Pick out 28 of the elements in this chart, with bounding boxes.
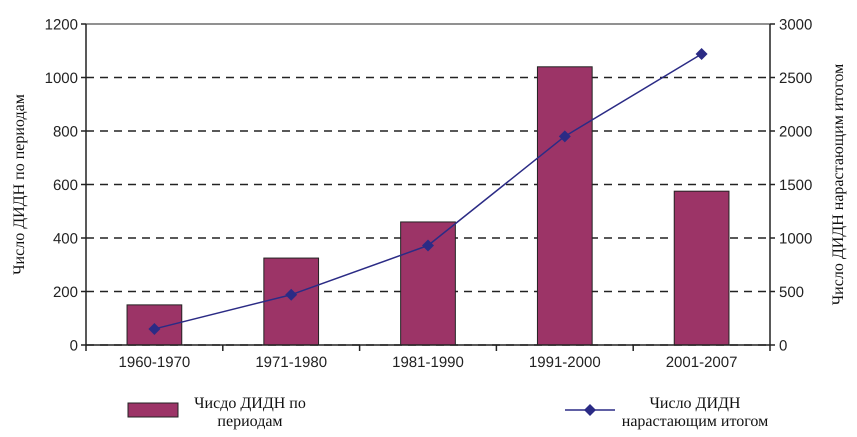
y-tick-label: 800 — [52, 123, 78, 140]
y-tick-label: 0 — [70, 337, 78, 354]
y-tick-label: 400 — [52, 230, 78, 248]
y2-tick-label: 1000 — [779, 230, 812, 248]
y2-tick-label: 1500 — [779, 176, 812, 194]
y2-tick-label: 3000 — [779, 16, 812, 34]
y2-tick-label: 2000 — [779, 123, 812, 140]
y-tick-label: 600 — [52, 176, 78, 194]
y2-tick-label: 500 — [779, 284, 804, 301]
x-tick-label: 1971-1980 — [255, 354, 328, 371]
y2-axis-title: Число ДИДН нарастающим итогом — [830, 64, 847, 306]
x-tick-label: 1981-1990 — [392, 354, 464, 371]
y-tick-label: 200 — [52, 284, 78, 301]
y-axis-title: Число ДИДН по периодам — [11, 94, 28, 275]
y2-tick-label: 2500 — [779, 70, 812, 87]
legend-label: Чисдо ДИДН по периодам — [194, 395, 306, 430]
x-tick-label: 2001-2007 — [666, 354, 738, 371]
point — [696, 48, 708, 60]
y-tick-label: 1000 — [44, 70, 78, 87]
y2-tick-label: 0 — [779, 337, 788, 354]
point — [285, 288, 298, 301]
x-tick-label: 1991-2000 — [528, 354, 601, 371]
y-tick-label: 1200 — [44, 16, 78, 34]
point — [422, 239, 434, 252]
legend-label: Число ДИДН нарастающим итогом — [622, 395, 768, 430]
point — [558, 130, 571, 142]
x-tick-label: 1960-1970 — [118, 354, 190, 371]
point — [148, 322, 160, 335]
